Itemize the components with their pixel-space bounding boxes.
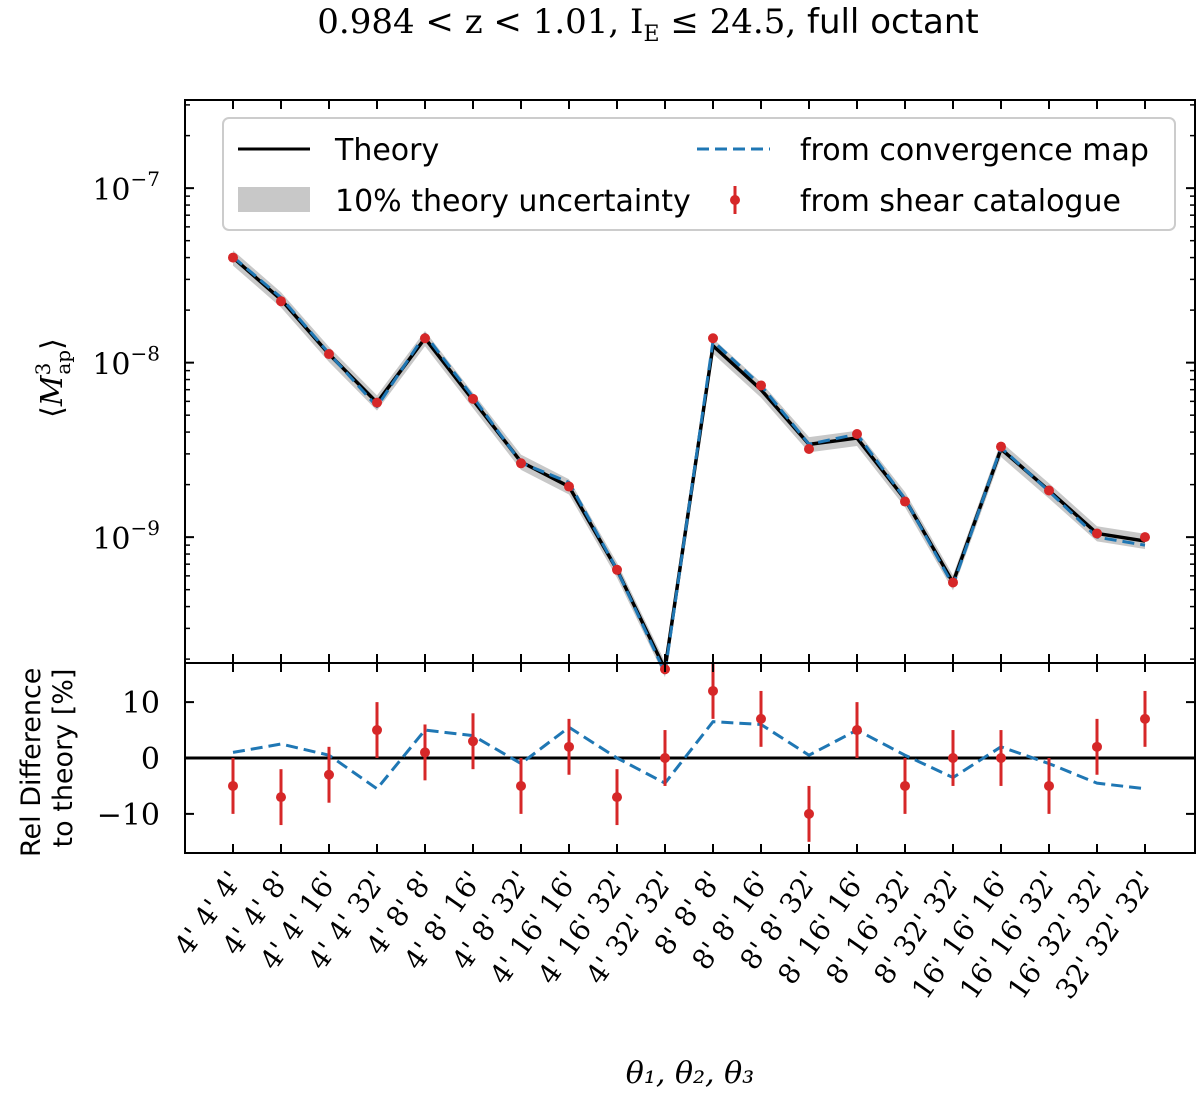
residual-point-17 xyxy=(996,753,1006,763)
residual-point-14 xyxy=(852,725,862,736)
residual-ticks-layer: 10 0 −10 xyxy=(97,663,1195,853)
residual-point-10 xyxy=(660,753,670,763)
uncertainty-band xyxy=(233,250,1145,678)
main-ticks-layer: 10−7 10−8 10−9 xyxy=(92,100,1195,663)
main-y-axis-label: ⟨M3ap⟩ xyxy=(31,338,75,418)
shear-point-main-13 xyxy=(804,444,814,454)
shear-point-main-8 xyxy=(564,481,574,492)
residual-point-1 xyxy=(228,780,238,791)
residual-point-9 xyxy=(612,792,622,803)
shear-point-main-1 xyxy=(228,252,238,263)
residual-point-2 xyxy=(276,792,286,803)
residual-lines-layer xyxy=(185,720,1195,791)
residual-point-11 xyxy=(708,685,718,696)
legend-theory-label: Theory xyxy=(334,133,439,168)
main-y-tick-label-3: 10−9 xyxy=(92,516,160,557)
shear-point-main-11 xyxy=(708,333,718,344)
residual-point-20 xyxy=(1140,713,1150,724)
shear-point-main-16 xyxy=(948,577,958,588)
uncertainty-band-layer xyxy=(233,250,1145,678)
shear-point-main-12 xyxy=(756,380,766,391)
residual-point-3 xyxy=(324,769,334,780)
residual-convergence-line xyxy=(232,720,1146,791)
legend-shear-label: from shear catalogue xyxy=(800,184,1121,219)
legend: Theory 10% theory uncertainty from conve… xyxy=(222,117,1176,231)
legend-convergence-label: from convergence map xyxy=(800,133,1149,168)
shear-point-main-5 xyxy=(420,333,430,344)
shear-point-main-18 xyxy=(1044,485,1054,496)
residual-panel: 10 0 −10 Rel Difference to theory [%] 4' 4… xyxy=(16,659,1196,1091)
residual-y-tick-label-1: 10 xyxy=(122,686,160,721)
shear-point-main-3 xyxy=(324,349,334,360)
legend-band-swatch xyxy=(238,187,310,212)
residual-point-5 xyxy=(420,747,430,758)
legend-band-label: 10% theory uncertainty xyxy=(335,184,691,219)
residual-point-7 xyxy=(516,780,526,791)
residual-point-6 xyxy=(468,736,478,747)
residual-point-19 xyxy=(1092,741,1102,752)
shear-point-main-4 xyxy=(372,397,382,408)
legend-box xyxy=(222,117,1176,231)
residual-point-8 xyxy=(564,741,574,752)
convergence-map-line xyxy=(232,255,1146,675)
shear-point-main-9 xyxy=(612,564,622,575)
residual-point-15 xyxy=(900,780,910,791)
x-axis-label: θ₁, θ₂, θ₃ xyxy=(626,1056,754,1091)
shear-point-main-19 xyxy=(1092,528,1102,539)
main-lines-layer xyxy=(231,255,1146,675)
main-y-tick-label-1: 10−7 xyxy=(92,167,160,208)
residual-point-16 xyxy=(948,753,958,763)
shear-point-main-7 xyxy=(516,458,526,469)
chart-title: 0.984 < z < 1.01, IE ≤ 24.5, full octant xyxy=(317,2,978,47)
main-panel: 10−7 10−8 10−9 ⟨M3ap⟩ Theory 10% theory un… xyxy=(31,99,1196,678)
shear-point-main-20 xyxy=(1140,532,1150,543)
shear-point-main-14 xyxy=(852,429,862,439)
shear-point-main-2 xyxy=(276,296,286,307)
residual-point-4 xyxy=(372,725,382,736)
shear-point-main-6 xyxy=(468,393,478,404)
main-points-layer xyxy=(228,252,1150,675)
residual-y-tick-label-3: −10 xyxy=(97,798,160,833)
residual-y-tick-label-2: 0 xyxy=(141,742,160,777)
legend-shear-marker xyxy=(730,195,740,205)
x-tick-labels: 4' 4' 4'4' 4' 8'4' 4' 16'4' 4' 32'4' 8' … xyxy=(168,865,1161,1005)
residual-points-layer xyxy=(228,663,1150,842)
residual-y-axis-label: Rel Difference to theory [%] xyxy=(16,659,79,857)
main-y-tick-label-2: 10−8 xyxy=(92,342,160,383)
shear-point-main-17 xyxy=(996,441,1006,452)
shear-point-main-15 xyxy=(900,496,910,507)
residual-point-18 xyxy=(1044,780,1054,791)
residual-point-13 xyxy=(804,808,814,819)
theory-line xyxy=(231,256,1146,671)
residual-point-12 xyxy=(756,713,766,724)
